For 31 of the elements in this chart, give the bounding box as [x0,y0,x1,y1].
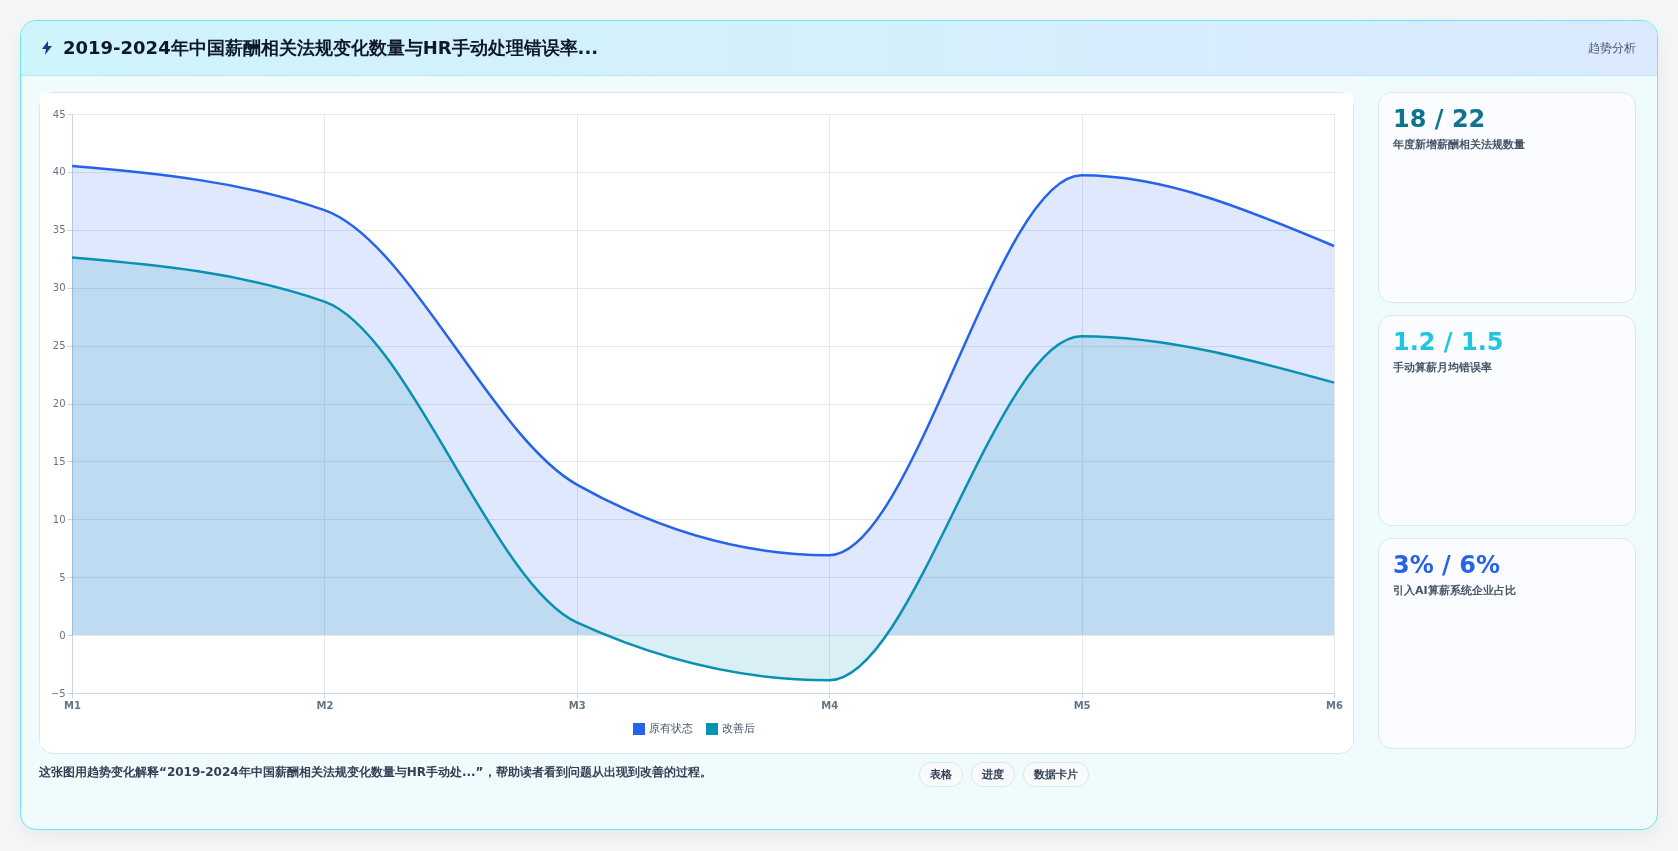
y-tick-label: 10 [52,513,66,525]
y-tick-label: 25 [52,340,66,352]
y-tick-label: 20 [52,398,66,409]
text: 表格 [919,762,963,787]
text: 年度新增薪酬相关法规数量 [1393,137,1526,152]
y-tick-label: 5 [59,571,66,583]
text: 引入AI算薪系统企业占比 [1393,583,1517,598]
y-tick-label: 40 [52,166,66,178]
x-tick-label: M5 [1073,699,1091,711]
text: 3% / 6% [1393,551,1501,579]
y-tick-label: 30 [52,282,66,294]
x-tick-label: M4 [821,699,839,711]
x-tick-label: M1 [64,699,81,711]
x-tick-label: M6 [1326,699,1343,711]
text: 手动算薪月均错误率 [1393,360,1493,375]
text: 数据卡片 [1023,762,1089,787]
y-tick-label: −5 [50,687,66,699]
x-tick-label: M2 [316,699,334,711]
text: 趋势分析 [1588,39,1636,57]
y-tick-label: 45 [52,108,66,120]
text: 这张图用趋势变化解释“2019-2024年中国薪酬相关法规变化数量与HR手动处...”，帮助读者看到问题从出现到改善的过程。 [39,764,713,781]
text: 18 / 22 [1393,105,1487,133]
y-tick-label: 35 [52,224,66,236]
legend-label: 原有状态 [649,722,693,735]
text: 进度 [971,762,1015,787]
text: 1.2 / 1.5 [1393,328,1505,356]
legend-label: 改善后 [722,722,755,735]
x-tick-label: M3 [568,699,586,711]
y-tick-label: 15 [52,455,66,467]
y-tick-label: 0 [59,629,66,641]
chart-title: 2019-2024年中国薪酬相关法规变化数量与HR手动处理错误率... [63,37,599,58]
